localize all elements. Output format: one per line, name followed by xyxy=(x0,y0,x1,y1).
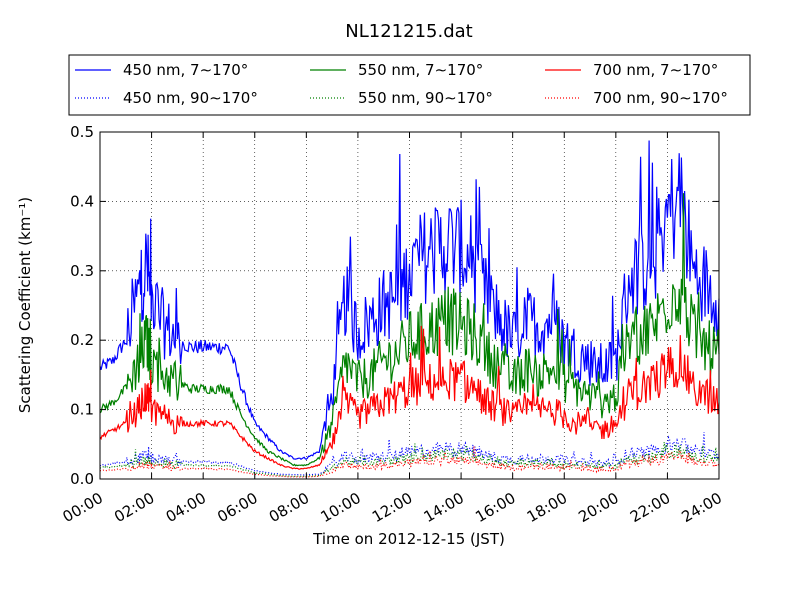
x-tick-label: 10:00 xyxy=(317,489,363,526)
chart-title: NL121215.dat xyxy=(345,21,472,42)
legend-label-3: 450 nm, 90∼170° xyxy=(123,89,258,107)
x-tick-label: 12:00 xyxy=(369,489,415,526)
x-tick-label: 00:00 xyxy=(60,489,106,526)
series-line-4 xyxy=(99,442,720,478)
legend-label-2: 700 nm, 7∼170° xyxy=(593,61,718,79)
legend-label-0: 450 nm, 7∼170° xyxy=(123,61,248,79)
x-tick-label: 22:00 xyxy=(627,489,673,526)
legend: 450 nm, 7∼170° 550 nm, 7∼170° 700 nm, 7∼17… xyxy=(68,54,751,116)
legend-box xyxy=(68,54,751,116)
grid-lines xyxy=(99,131,720,480)
legend-entries: 450 nm, 7∼170° 550 nm, 7∼170° 700 nm, 7∼17… xyxy=(75,61,728,107)
x-tick-label: 06:00 xyxy=(214,489,260,526)
series-line-3 xyxy=(99,432,720,476)
x-tick-label: 16:00 xyxy=(472,489,518,526)
axis-ticks xyxy=(99,131,720,480)
y-tick-label: 0.4 xyxy=(70,192,94,210)
y-tick-label: 0.3 xyxy=(70,262,94,280)
legend-label-1: 550 nm, 7∼170° xyxy=(358,61,483,79)
y-tick-label: 0.1 xyxy=(70,401,94,419)
y-tick-labels: 0.0 0.1 0.2 0.3 0.4 0.5 xyxy=(70,123,94,488)
y-tick-label: 0.5 xyxy=(70,123,94,141)
series-line-5 xyxy=(100,446,720,478)
x-tick-label: 18:00 xyxy=(524,489,570,526)
legend-label-5: 700 nm, 90∼170° xyxy=(593,89,728,107)
x-axis-label: Time on 2012-12-15 (JST) xyxy=(312,530,505,548)
y-axis-label: Scattering Coefficient (km⁻¹) xyxy=(16,197,34,413)
legend-label-4: 550 nm, 90∼170° xyxy=(358,89,493,107)
x-tick-labels: 00:00 02:00 04:00 06:00 08:00 10:00 12:00 14:00… xyxy=(60,489,725,526)
y-tick-label: 0.0 xyxy=(70,470,94,488)
x-tick-label: 08:00 xyxy=(266,489,312,526)
x-tick-label: 04:00 xyxy=(163,489,209,526)
series-line-1 xyxy=(99,193,720,467)
series-line-2 xyxy=(99,325,720,470)
x-tick-label: 24:00 xyxy=(679,489,725,526)
y-tick-label: 0.2 xyxy=(70,331,94,349)
x-tick-label: 14:00 xyxy=(421,489,467,526)
series-line-0 xyxy=(99,140,720,460)
x-tick-label: 20:00 xyxy=(575,489,621,526)
series-lines xyxy=(99,140,720,478)
x-tick-label: 02:00 xyxy=(111,489,157,526)
